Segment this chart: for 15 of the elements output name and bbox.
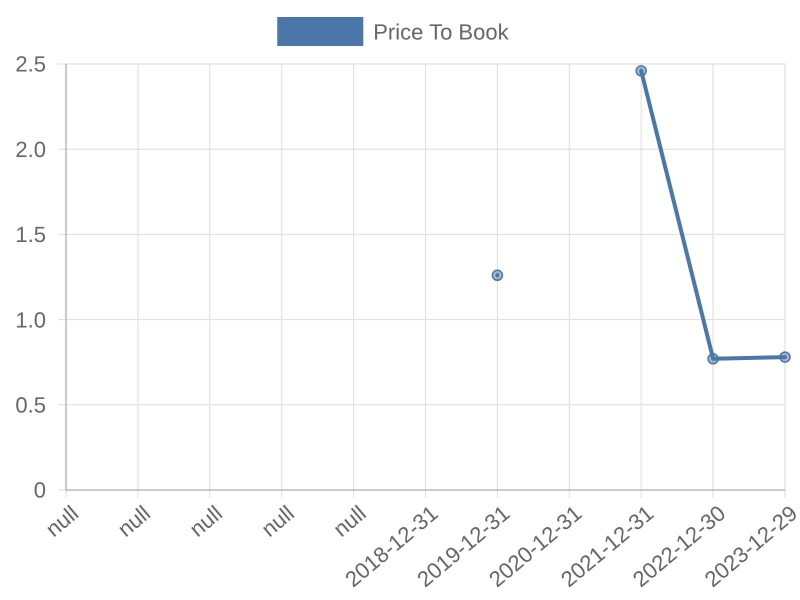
y-tick-label: 1.5 [15, 222, 46, 248]
x-tick-label: null [256, 500, 299, 542]
point [779, 351, 791, 363]
x-tick-label: null [112, 500, 156, 542]
y-tick-label: 2.5 [15, 52, 46, 77]
x-tick-label: null [40, 500, 84, 542]
legend-label: Price To Book [373, 20, 510, 45]
point [707, 353, 719, 365]
point [635, 65, 647, 77]
y-tick-label: 0.5 [15, 392, 46, 418]
point [492, 270, 504, 282]
y-tick-label: 2.0 [15, 136, 46, 162]
y-tick-label: 0 [34, 478, 46, 503]
x-tick-label: null [184, 500, 227, 542]
y-tick-label: 1.0 [15, 307, 46, 332]
